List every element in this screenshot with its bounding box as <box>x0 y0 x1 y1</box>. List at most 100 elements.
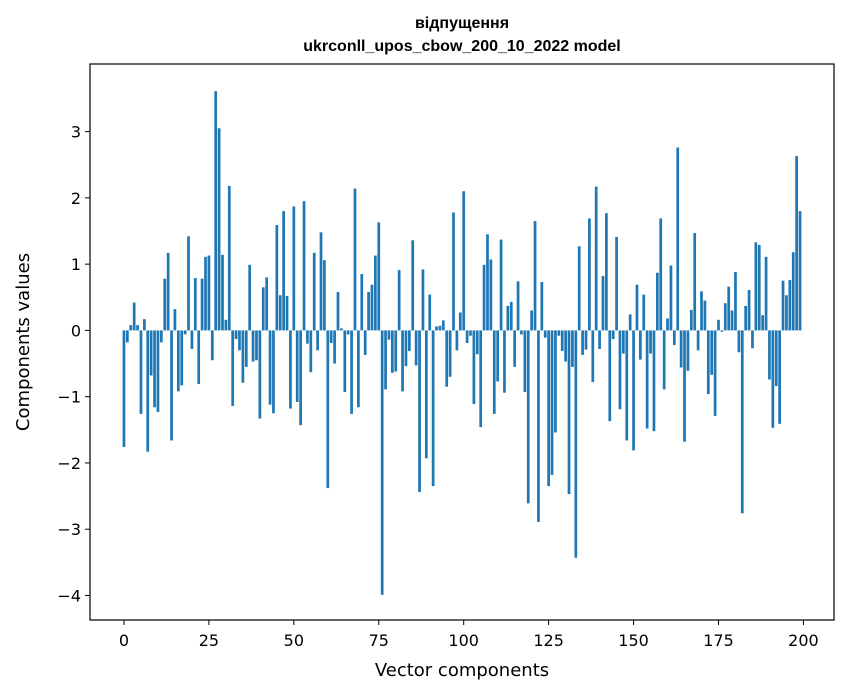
chart-title: відпущення <box>415 15 509 32</box>
bar-132 <box>571 330 574 367</box>
bar-84 <box>407 330 411 351</box>
bar-77 <box>384 330 387 390</box>
bar-38 <box>251 330 255 362</box>
x-tick-label: 200 <box>788 631 819 650</box>
bar-195 <box>785 295 788 331</box>
bar-64 <box>340 328 343 331</box>
bar-25 <box>207 255 211 331</box>
bar-119 <box>526 330 530 504</box>
bar-150 <box>632 330 635 451</box>
bar-57 <box>316 330 319 351</box>
bar-170 <box>700 291 703 331</box>
bar-31 <box>227 185 231 331</box>
bar-171 <box>703 300 707 331</box>
bar-112 <box>503 330 506 393</box>
bar-165 <box>683 330 686 442</box>
bar-164 <box>679 330 683 368</box>
bar-5 <box>139 330 143 414</box>
bar-59 <box>323 260 326 331</box>
bar-9 <box>153 330 156 408</box>
bar-65 <box>343 330 347 393</box>
bar-199 <box>798 211 802 331</box>
y-axis-ticks: −4 −3 −2 −1 0 1 2 3 <box>57 123 90 605</box>
bar-113 <box>506 305 510 331</box>
bar-174 <box>713 330 717 416</box>
bar-197 <box>791 252 795 331</box>
bar-2 <box>129 325 133 331</box>
bar-40 <box>258 330 262 419</box>
bar-147 <box>622 330 625 354</box>
bar-series <box>122 91 802 595</box>
bar-22 <box>197 330 201 385</box>
x-tick-label: 175 <box>703 631 734 650</box>
bar-129 <box>560 330 564 351</box>
bar-104 <box>475 330 479 355</box>
bar-54 <box>306 330 309 344</box>
bar-6 <box>143 319 146 331</box>
bar-114 <box>509 301 513 331</box>
bar-148 <box>625 330 629 441</box>
bar-185 <box>751 330 754 349</box>
bar-29 <box>221 254 224 331</box>
bar-91 <box>431 330 435 487</box>
bar-146 <box>618 330 622 410</box>
bar-110 <box>496 330 500 382</box>
bar-87 <box>418 330 421 493</box>
bar-55 <box>309 330 313 373</box>
bar-124 <box>543 330 547 338</box>
bar-105 <box>479 330 483 428</box>
bar-53 <box>302 201 306 331</box>
bar-8 <box>149 330 153 376</box>
bar-42 <box>265 277 269 331</box>
bar-4 <box>136 325 139 331</box>
bar-186 <box>754 242 758 331</box>
bar-66 <box>346 330 350 335</box>
bar-75 <box>377 222 381 331</box>
bar-78 <box>387 330 391 340</box>
bar-184 <box>747 289 751 331</box>
y-tick-label: 3 <box>71 123 81 142</box>
bar-109 <box>492 330 496 414</box>
bar-193 <box>778 330 781 424</box>
bar-94 <box>441 320 445 331</box>
bar-181 <box>737 330 741 353</box>
bar-27 <box>214 91 218 331</box>
bar-161 <box>669 265 673 331</box>
bar-138 <box>591 330 595 383</box>
bar-83 <box>404 330 408 367</box>
y-tick-label: 0 <box>71 321 81 340</box>
y-tick-label: −3 <box>57 520 81 539</box>
bar-121 <box>533 221 537 331</box>
bar-140 <box>598 330 601 349</box>
bar-15 <box>173 309 177 331</box>
bar-69 <box>357 330 360 408</box>
y-tick-label: 2 <box>71 189 81 208</box>
bar-182 <box>740 330 744 514</box>
bar-49 <box>289 330 292 409</box>
bar-144 <box>611 330 615 340</box>
bar-63 <box>336 291 340 331</box>
bar-58 <box>319 232 323 331</box>
bar-97 <box>452 212 455 331</box>
bar-62 <box>333 330 336 364</box>
bar-131 <box>567 330 571 495</box>
bar-106 <box>482 264 486 331</box>
bar-71 <box>363 330 367 355</box>
bar-190 <box>768 330 771 380</box>
bar-101 <box>465 330 469 343</box>
bar-90 <box>428 294 432 331</box>
bar-61 <box>329 330 333 343</box>
bar-194 <box>781 280 785 331</box>
bar-192 <box>774 330 778 387</box>
bar-76 <box>380 330 384 595</box>
bar-79 <box>391 330 394 373</box>
bar-156 <box>652 330 656 432</box>
bar-180 <box>734 272 737 331</box>
bar-34 <box>238 330 241 351</box>
bar-151 <box>635 284 639 331</box>
bar-179 <box>730 310 734 331</box>
bar-28 <box>217 128 221 331</box>
bar-70 <box>360 274 364 331</box>
bar-48 <box>285 295 289 331</box>
bar-191 <box>771 330 775 428</box>
